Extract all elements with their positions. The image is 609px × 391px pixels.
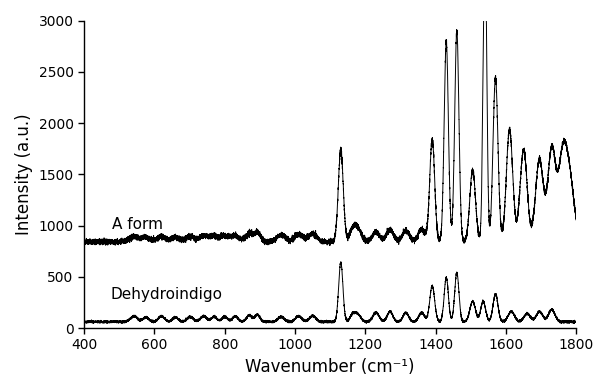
- X-axis label: Wavenumber (cm⁻¹): Wavenumber (cm⁻¹): [245, 358, 415, 376]
- Text: Dehydroindigo: Dehydroindigo: [110, 287, 222, 302]
- Y-axis label: Intensity (a.u.): Intensity (a.u.): [15, 113, 33, 235]
- Text: A form: A form: [112, 217, 163, 231]
